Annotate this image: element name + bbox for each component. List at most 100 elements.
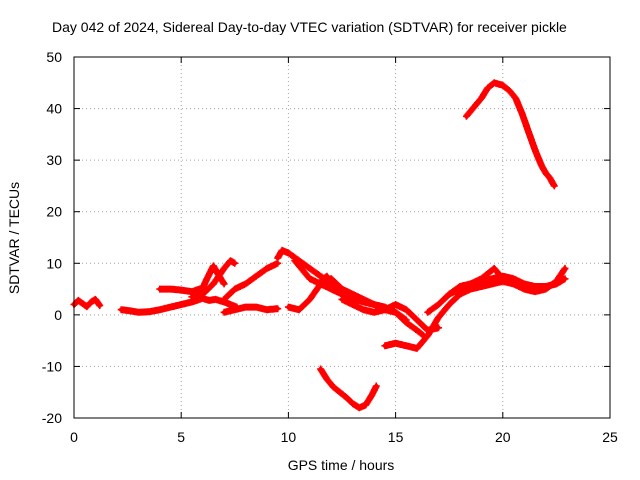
data-point xyxy=(393,341,398,346)
data-point xyxy=(485,271,490,276)
data-point xyxy=(479,96,484,101)
data-point xyxy=(513,96,518,101)
data-point xyxy=(425,310,430,315)
data-point xyxy=(361,307,366,312)
data-point xyxy=(329,286,334,292)
data-point xyxy=(543,170,548,176)
data-point xyxy=(189,299,195,305)
data-point xyxy=(168,304,173,310)
data-point xyxy=(221,297,227,302)
series-arc-p xyxy=(462,79,558,190)
data-point xyxy=(318,281,323,287)
data-point xyxy=(286,250,291,256)
series-arc-d xyxy=(188,257,239,301)
data-point xyxy=(464,114,469,119)
data-point xyxy=(324,377,330,382)
data-point xyxy=(436,315,441,320)
data-point xyxy=(318,366,323,372)
data-point xyxy=(554,279,559,284)
data-point xyxy=(404,343,409,348)
grid-lines xyxy=(74,57,610,418)
data-point xyxy=(511,281,516,287)
data-point xyxy=(228,302,233,307)
data-point xyxy=(204,276,210,281)
data-point xyxy=(254,304,259,310)
data-point xyxy=(339,292,345,297)
data-point xyxy=(211,281,216,287)
data-point xyxy=(221,281,227,287)
data-point xyxy=(470,106,475,111)
y-tick-label: 50 xyxy=(46,49,62,65)
data-point xyxy=(382,307,388,312)
series-arc-j xyxy=(291,257,427,339)
data-point xyxy=(485,85,490,91)
x-tick-label: 5 xyxy=(177,429,185,445)
data-point xyxy=(200,285,205,291)
series-arc-l xyxy=(317,365,380,412)
data-point xyxy=(299,266,304,271)
series-arc-a xyxy=(70,295,104,311)
data-point xyxy=(157,286,162,292)
data-point xyxy=(393,302,398,307)
data-point xyxy=(526,129,531,134)
data-point xyxy=(436,302,441,307)
data-point xyxy=(286,304,291,310)
data-point xyxy=(356,405,362,410)
data-point xyxy=(84,304,90,309)
y-tick-label: -10 xyxy=(42,358,62,374)
data-point xyxy=(211,263,216,269)
data-point xyxy=(562,276,568,281)
data-point xyxy=(243,304,248,310)
data-point xyxy=(519,111,525,116)
data-point xyxy=(275,306,280,311)
data-point xyxy=(500,83,505,88)
data-point xyxy=(404,307,409,312)
data-point xyxy=(447,292,452,297)
data-point xyxy=(496,271,501,276)
series-arc-c xyxy=(156,262,228,296)
data-point xyxy=(500,276,505,281)
data-point xyxy=(93,297,98,302)
data-point xyxy=(492,266,497,271)
data-point xyxy=(414,317,420,323)
y-tick-label: 20 xyxy=(46,204,62,220)
data-point xyxy=(374,383,379,389)
data-point xyxy=(489,276,495,281)
series-markers xyxy=(317,365,380,412)
data-point xyxy=(543,286,548,292)
data-point xyxy=(296,307,302,312)
y-tick-label: 0 xyxy=(54,307,62,323)
y-axis-label: SDTVAR / TECUs xyxy=(6,182,22,294)
data-point xyxy=(371,310,377,315)
data-point xyxy=(457,286,463,292)
y-tick-label: -20 xyxy=(42,410,62,426)
data-point xyxy=(80,301,85,306)
data-point xyxy=(337,390,343,395)
data-point xyxy=(539,163,544,168)
data-point xyxy=(275,255,280,261)
data-point xyxy=(489,281,495,287)
series-markers xyxy=(220,259,282,303)
data-point xyxy=(425,333,430,338)
data-point xyxy=(254,273,259,279)
y-tick-label: 40 xyxy=(46,101,62,117)
data-point xyxy=(414,346,420,351)
x-tick-label: 20 xyxy=(495,429,511,445)
data-point xyxy=(232,261,237,266)
data-point xyxy=(479,276,484,281)
data-point xyxy=(292,258,298,263)
data-point xyxy=(243,281,248,287)
data-point xyxy=(127,308,132,313)
data-point xyxy=(414,328,420,333)
data-point xyxy=(179,287,184,293)
data-point xyxy=(221,266,227,271)
data-point xyxy=(179,302,184,307)
data-point xyxy=(97,303,102,308)
data-point xyxy=(468,281,473,287)
x-tick-label: 15 xyxy=(388,429,404,445)
data-point xyxy=(382,343,388,348)
series-arc-o xyxy=(445,264,569,298)
series-arc-e xyxy=(220,259,282,303)
chart-title: Day 042 of 2024, Sidereal Day-to-day VTE… xyxy=(52,19,567,35)
data-point xyxy=(344,395,349,400)
